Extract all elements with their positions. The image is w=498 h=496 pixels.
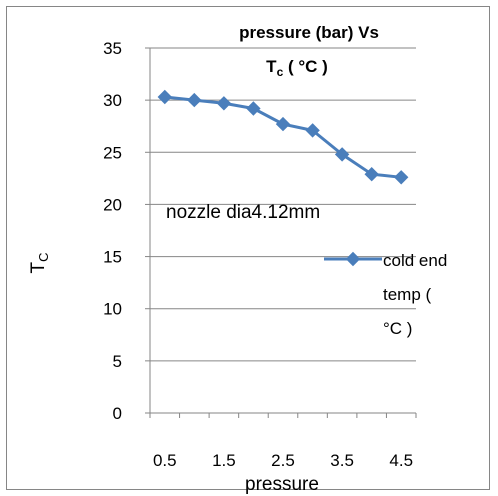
- legend-label-line: temp (: [383, 285, 432, 304]
- data-point-marker: [305, 123, 320, 138]
- y-tick-label: 0: [113, 404, 122, 423]
- y-tick-label: 30: [103, 91, 122, 110]
- chart-title-line2: Tc ( °C ): [266, 57, 328, 79]
- legend-label-line: cold end: [383, 251, 447, 270]
- y-axis-title: TC: [28, 253, 51, 274]
- chart-title-line1: pressure (bar) Vs: [239, 23, 379, 42]
- x-tick-label: 3.5: [330, 451, 354, 470]
- x-tick-label: 1.5: [212, 451, 236, 470]
- data-point-marker: [216, 96, 232, 111]
- series-group: [157, 89, 409, 185]
- legend: cold end temp ( °C ): [324, 251, 447, 338]
- y-axis-title-main: T: [28, 262, 49, 274]
- x-tick-label: 0.5: [153, 451, 177, 470]
- x-tick-label: 2.5: [271, 451, 295, 470]
- data-point-marker: [393, 170, 409, 185]
- title-t-sub: c: [277, 65, 284, 79]
- data-point-marker: [364, 166, 379, 182]
- svg-text:TC: TC: [28, 253, 51, 274]
- y-tick-labels: 0 5 10 15 20 25 30 35: [103, 39, 122, 423]
- title-unit: ( °C ): [283, 57, 328, 76]
- y-axis-title-sub: C: [36, 253, 51, 262]
- legend-marker: [345, 251, 361, 267]
- data-point-marker: [275, 116, 291, 132]
- data-point-marker: [334, 147, 350, 162]
- legend-label-line: °C ): [383, 319, 412, 338]
- axes: [149, 48, 417, 418]
- data-point-marker: [187, 92, 202, 108]
- y-tick-label: 25: [103, 143, 122, 162]
- y-tick-label: 35: [103, 39, 122, 58]
- gridlines: [145, 47, 416, 414]
- data-point-marker: [246, 101, 261, 116]
- annotation-nozzle: nozzle dia4.12mm: [166, 202, 320, 223]
- series-line: [164, 95, 402, 179]
- y-tick-label: 20: [103, 195, 122, 214]
- chart-frame: [6, 6, 490, 490]
- title-t-main: T: [266, 57, 277, 76]
- legend-label: cold end temp ( °C ): [383, 251, 447, 338]
- x-tick-label: 4.5: [389, 451, 413, 470]
- y-tick-label: 5: [113, 352, 122, 371]
- y-tick-label: 10: [103, 300, 122, 319]
- x-tick-labels: 0.5 1.5 2.5 3.5 4.5: [153, 451, 413, 470]
- data-point-marker: [157, 89, 173, 105]
- y-tick-label: 15: [103, 248, 122, 267]
- x-axis-title: pressure: [245, 474, 319, 495]
